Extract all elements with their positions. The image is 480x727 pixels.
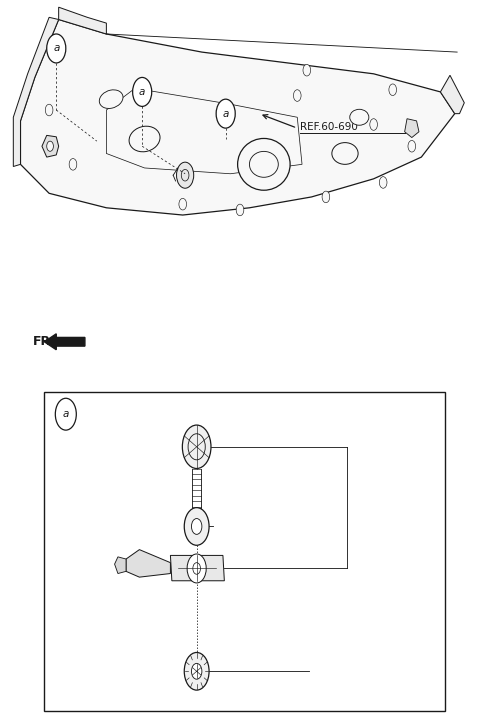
- Circle shape: [408, 140, 416, 152]
- Circle shape: [236, 204, 244, 216]
- Circle shape: [303, 65, 311, 76]
- Bar: [44, 393, 445, 711]
- Circle shape: [45, 104, 53, 116]
- Circle shape: [177, 162, 194, 188]
- Polygon shape: [170, 555, 224, 581]
- Text: a: a: [223, 108, 229, 119]
- Polygon shape: [441, 76, 464, 113]
- Ellipse shape: [129, 126, 160, 152]
- Ellipse shape: [350, 109, 369, 125]
- Circle shape: [179, 198, 187, 210]
- Text: 89853: 89853: [313, 666, 344, 676]
- Circle shape: [192, 663, 202, 679]
- Circle shape: [69, 158, 77, 170]
- Ellipse shape: [99, 90, 123, 108]
- Circle shape: [184, 507, 209, 545]
- Circle shape: [322, 191, 330, 203]
- Circle shape: [187, 554, 206, 583]
- Circle shape: [379, 177, 387, 188]
- Circle shape: [184, 652, 209, 690]
- Circle shape: [293, 89, 301, 101]
- Text: REF.60-690: REF.60-690: [300, 121, 358, 132]
- Circle shape: [216, 99, 235, 128]
- Polygon shape: [13, 17, 59, 166]
- Polygon shape: [405, 119, 419, 137]
- Text: a: a: [53, 44, 60, 54]
- Circle shape: [370, 119, 377, 130]
- Circle shape: [55, 398, 76, 430]
- Polygon shape: [59, 7, 107, 34]
- Text: 89850: 89850: [349, 563, 380, 574]
- Circle shape: [182, 425, 211, 468]
- Circle shape: [389, 84, 396, 95]
- Polygon shape: [21, 20, 455, 215]
- Circle shape: [47, 141, 53, 151]
- Polygon shape: [115, 557, 126, 574]
- Ellipse shape: [238, 138, 290, 190]
- Circle shape: [47, 34, 66, 63]
- Ellipse shape: [332, 142, 358, 164]
- Text: a: a: [62, 409, 69, 419]
- Circle shape: [192, 518, 202, 534]
- FancyArrow shape: [44, 334, 85, 350]
- Text: FR.: FR.: [33, 335, 56, 348]
- Text: 1360GG: 1360GG: [216, 521, 255, 531]
- Text: a: a: [139, 87, 145, 97]
- Polygon shape: [126, 550, 170, 577]
- Text: 89859: 89859: [349, 442, 380, 451]
- Polygon shape: [42, 135, 59, 157]
- Circle shape: [132, 78, 152, 106]
